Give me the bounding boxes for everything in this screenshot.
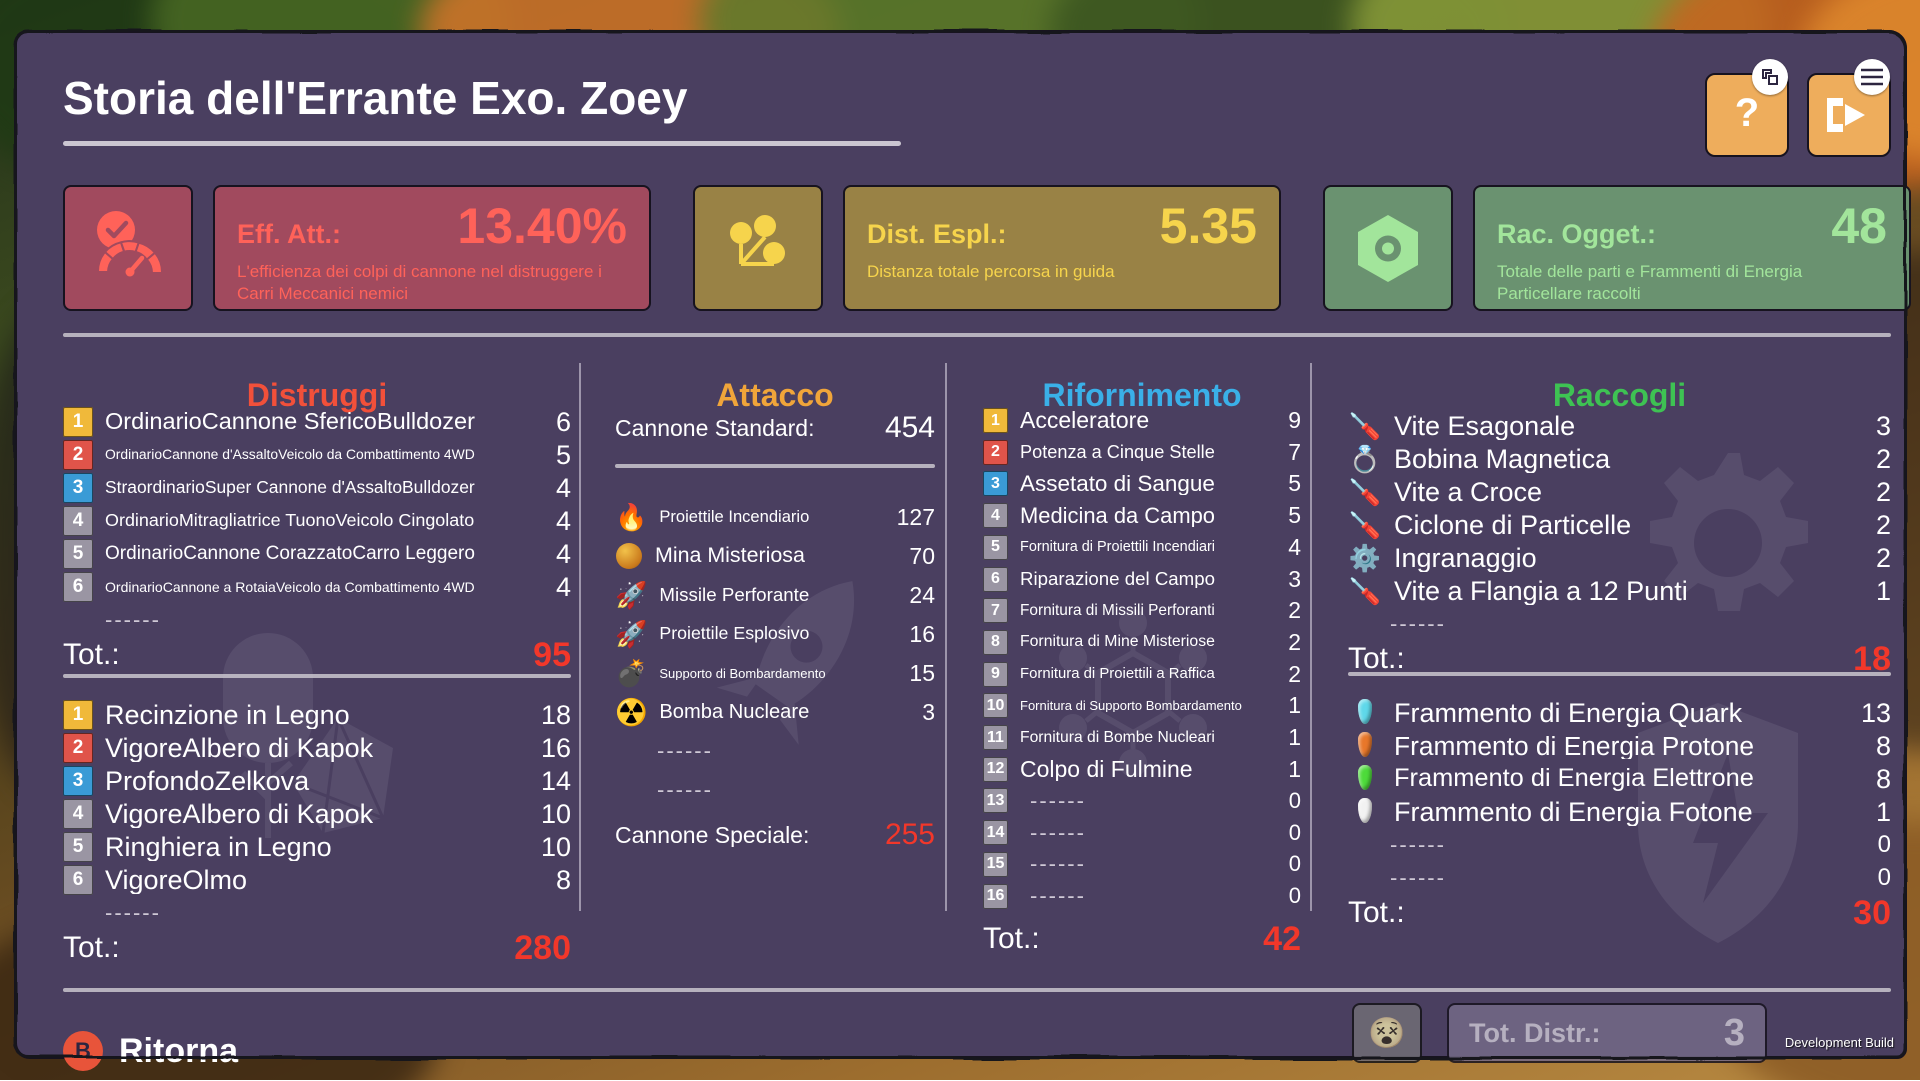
svg-text:?: ? (1735, 93, 1759, 135)
